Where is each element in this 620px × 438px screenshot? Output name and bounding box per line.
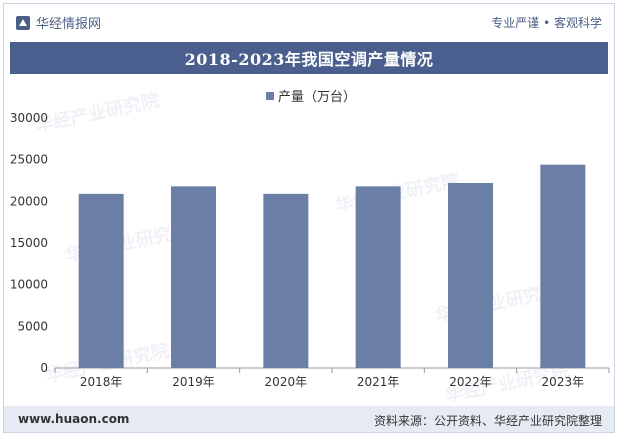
- bar: [263, 193, 309, 368]
- bar: [78, 193, 124, 368]
- y-tick-label: 15000: [10, 236, 48, 250]
- legend-swatch: [266, 92, 274, 100]
- brand[interactable]: 华经情报网: [16, 13, 101, 32]
- footer: www.huaon.com 资料来源：公开资料、华经产业研究院整理: [4, 406, 614, 432]
- x-tick-label: 2021年: [357, 375, 400, 389]
- x-tick-label: 2019年: [172, 375, 215, 389]
- bar: [171, 186, 216, 368]
- footer-source: 资料来源：公开资料、华经产业研究院整理: [373, 414, 602, 428]
- bar: [355, 186, 401, 368]
- bar-chart: 产量（万台） 0 5000 10000 15000 20000 25000 30000 2018…: [10, 90, 610, 389]
- x-tick-label: 2022年: [449, 375, 492, 389]
- x-tick-label: 2018年: [80, 375, 123, 389]
- brand-logo-icon: [16, 15, 30, 30]
- y-tick-label: 20000: [10, 194, 48, 208]
- y-tick-label: 0: [40, 361, 48, 375]
- x-tick-label: 2020年: [265, 375, 308, 389]
- y-tick-label: 5000: [17, 319, 48, 333]
- x-tick-label: 2023年: [542, 375, 585, 389]
- y-tick-label: 10000: [10, 278, 48, 292]
- footer-url[interactable]: www.huaon.com: [18, 412, 130, 426]
- top-bar: 华经情报网 专业严谨 • 客观科学: [4, 4, 614, 38]
- chart-title: 2018-2023年我国空调产量情况: [10, 42, 608, 74]
- bar: [540, 164, 586, 368]
- legend-label: 产量（万台）: [278, 90, 356, 105]
- bar: [448, 183, 493, 368]
- slogan: 专业严谨 • 客观科学: [491, 16, 602, 30]
- chart-frame: 华经情报网 专业严谨 • 客观科学 2018-2023年我国空调产量情况 华经产…: [3, 3, 615, 433]
- y-tick-label: 25000: [10, 153, 48, 167]
- brand-name: 华经情报网: [36, 17, 102, 32]
- y-tick-label: 30000: [10, 111, 48, 125]
